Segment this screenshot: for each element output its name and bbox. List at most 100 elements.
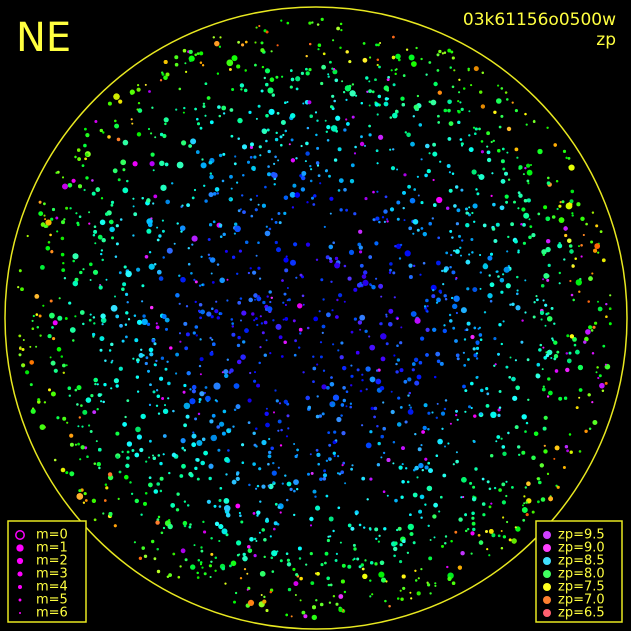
star	[260, 594, 263, 596]
star	[473, 353, 478, 358]
star	[124, 474, 129, 480]
star	[435, 416, 438, 419]
star	[229, 564, 232, 568]
star	[336, 26, 340, 31]
star	[439, 361, 444, 366]
star	[321, 324, 326, 329]
star	[182, 390, 186, 394]
star	[558, 242, 561, 245]
star	[308, 21, 312, 25]
star	[588, 427, 592, 430]
star	[151, 106, 154, 109]
star	[309, 552, 313, 556]
star	[166, 360, 169, 363]
star	[209, 257, 216, 263]
star	[193, 188, 197, 192]
star	[446, 206, 450, 210]
star	[580, 255, 583, 258]
star	[310, 524, 312, 527]
star	[283, 195, 289, 200]
star	[323, 225, 326, 228]
star	[249, 198, 253, 201]
star	[294, 339, 297, 343]
star	[63, 218, 66, 221]
star	[385, 342, 389, 346]
star	[340, 470, 345, 475]
star	[271, 172, 278, 179]
star	[290, 158, 295, 163]
star	[499, 278, 505, 283]
star	[468, 110, 471, 113]
star	[205, 395, 211, 402]
star	[389, 148, 392, 151]
star	[412, 115, 415, 118]
star	[235, 404, 241, 410]
star	[267, 87, 274, 94]
star	[333, 158, 338, 162]
star	[345, 405, 348, 408]
star	[465, 529, 468, 533]
star	[129, 481, 132, 484]
star	[394, 498, 398, 503]
star	[281, 75, 284, 78]
star	[25, 370, 30, 375]
star	[74, 277, 79, 282]
star	[82, 501, 85, 504]
star	[358, 523, 362, 527]
star	[416, 476, 419, 479]
star	[414, 317, 421, 324]
star	[78, 215, 82, 218]
star	[570, 293, 574, 297]
star	[403, 379, 408, 384]
star	[585, 329, 591, 335]
star	[199, 316, 202, 320]
star	[132, 205, 135, 208]
star	[18, 269, 22, 273]
star	[126, 301, 129, 304]
star	[460, 307, 467, 314]
star	[490, 454, 494, 458]
star	[402, 207, 405, 210]
star	[461, 477, 467, 483]
star	[497, 84, 500, 87]
star	[408, 275, 413, 279]
star	[285, 435, 289, 438]
star	[144, 254, 149, 259]
star	[397, 597, 400, 600]
star	[299, 332, 302, 335]
star	[422, 425, 427, 430]
star	[526, 169, 533, 176]
star	[332, 241, 336, 244]
star	[196, 440, 203, 446]
star	[36, 326, 39, 329]
star	[136, 267, 141, 272]
star	[460, 142, 464, 146]
star	[376, 63, 379, 67]
star	[451, 296, 454, 300]
star	[557, 243, 563, 249]
star	[471, 251, 474, 254]
star	[471, 521, 476, 526]
star	[362, 573, 368, 580]
star	[334, 262, 341, 269]
star	[397, 58, 401, 62]
star	[285, 255, 288, 258]
star	[497, 352, 500, 356]
star	[421, 469, 424, 472]
star	[298, 327, 303, 332]
star	[270, 556, 274, 560]
magnitude-label: m=5	[36, 593, 68, 608]
star	[237, 209, 241, 213]
star	[413, 357, 419, 362]
star	[176, 222, 179, 225]
star	[78, 416, 82, 419]
star	[516, 292, 519, 296]
star	[527, 398, 530, 401]
star	[525, 123, 528, 126]
star	[306, 326, 310, 330]
star	[119, 218, 123, 221]
star	[536, 362, 541, 367]
star	[396, 344, 399, 348]
star	[401, 463, 404, 466]
star	[143, 554, 148, 558]
